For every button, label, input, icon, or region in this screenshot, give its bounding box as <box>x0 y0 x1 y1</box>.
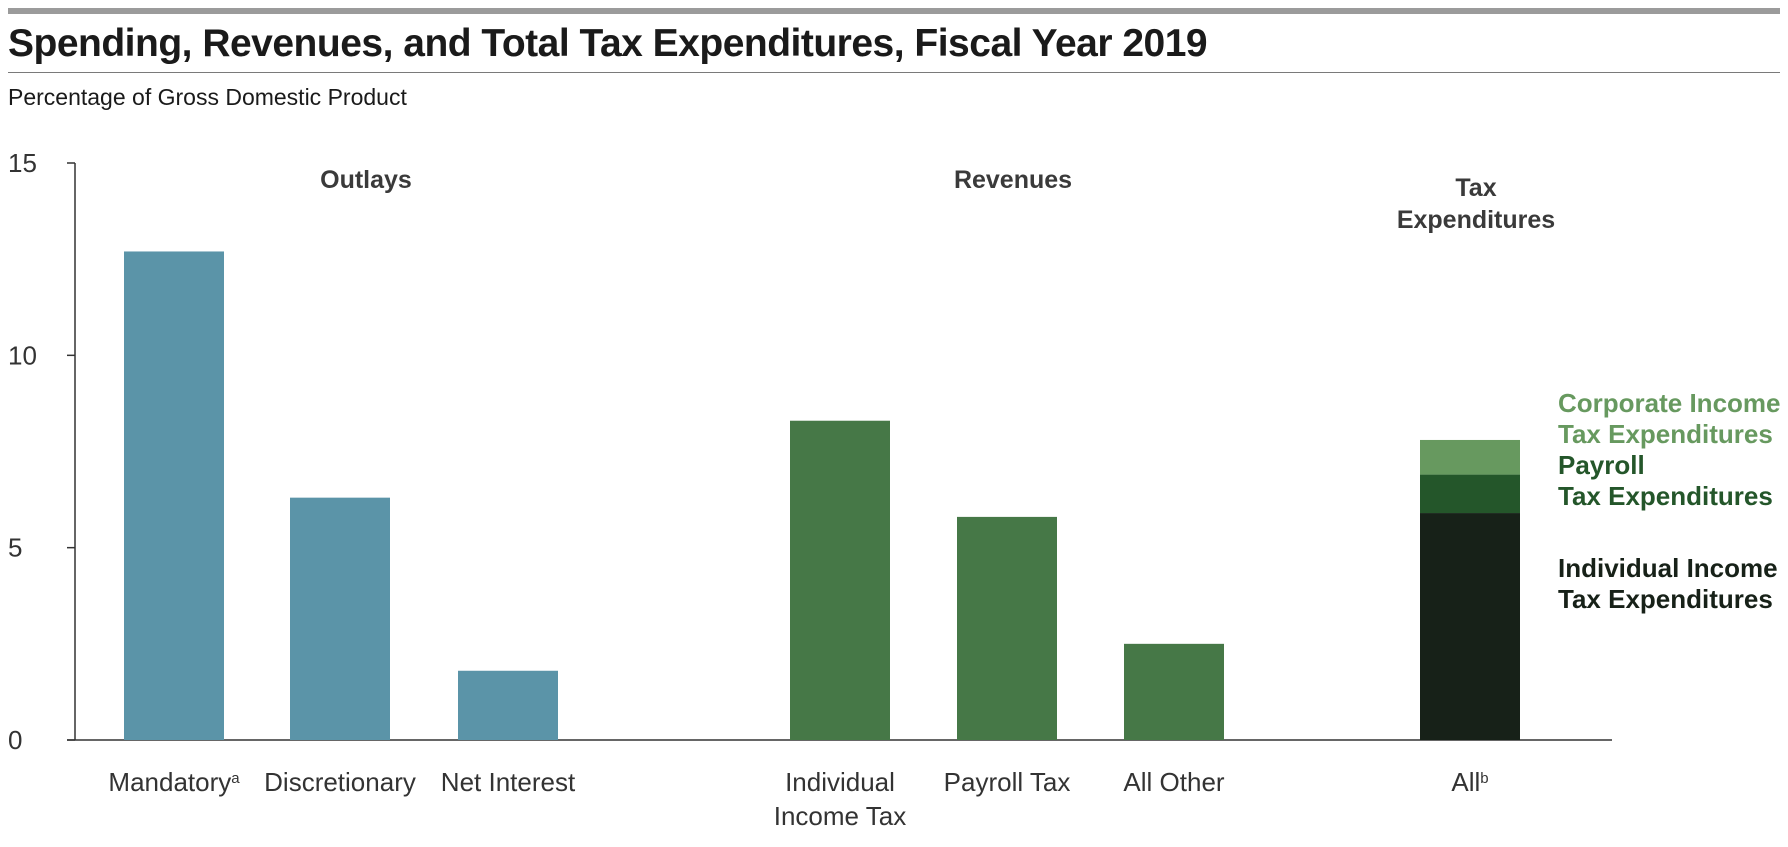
group-header-1: Revenues <box>954 166 1072 194</box>
group-header-2: Tax <box>1455 174 1496 202</box>
y-tick-label: 10 <box>8 340 37 370</box>
bar <box>290 497 390 740</box>
bar <box>957 516 1057 740</box>
chart-title: Spending, Revenues, and Total Tax Expend… <box>8 22 1208 65</box>
x-category-label: Individual <box>785 767 895 797</box>
y-tick-label: 0 <box>8 725 22 755</box>
stack-legend-label: Payroll Tax Expenditures <box>1558 450 1773 511</box>
bar-segment <box>1420 439 1520 475</box>
group-header-2: Expenditures <box>1397 206 1555 234</box>
y-tick-label: 5 <box>8 533 22 563</box>
bar-segment <box>1420 513 1520 740</box>
title-rule <box>8 72 1780 73</box>
x-category-label: Income Tax <box>774 801 906 831</box>
x-category-label: Discretionary <box>264 767 416 797</box>
bar <box>458 670 558 740</box>
top-border <box>8 8 1780 14</box>
x-category-label: Payroll Tax <box>944 767 1071 797</box>
bar <box>124 251 224 740</box>
chart-subtitle: Percentage of Gross Domestic Product <box>8 84 407 110</box>
x-category-label: Allb <box>1451 767 1488 797</box>
group-header-0: Outlays <box>320 166 412 194</box>
y-tick-label: 15 <box>8 148 37 178</box>
x-category-label: Net Interest <box>441 767 576 797</box>
bar-segment <box>1420 474 1520 514</box>
bar <box>1124 643 1224 740</box>
x-category-label: All Other <box>1123 767 1224 797</box>
stack-legend-label: Individual Income Tax Expenditures <box>1558 553 1778 614</box>
stack-legend-label: Corporate Income Tax Expenditures <box>1558 388 1781 449</box>
x-category-label: Mandatorya <box>108 767 240 797</box>
bar <box>790 420 890 740</box>
